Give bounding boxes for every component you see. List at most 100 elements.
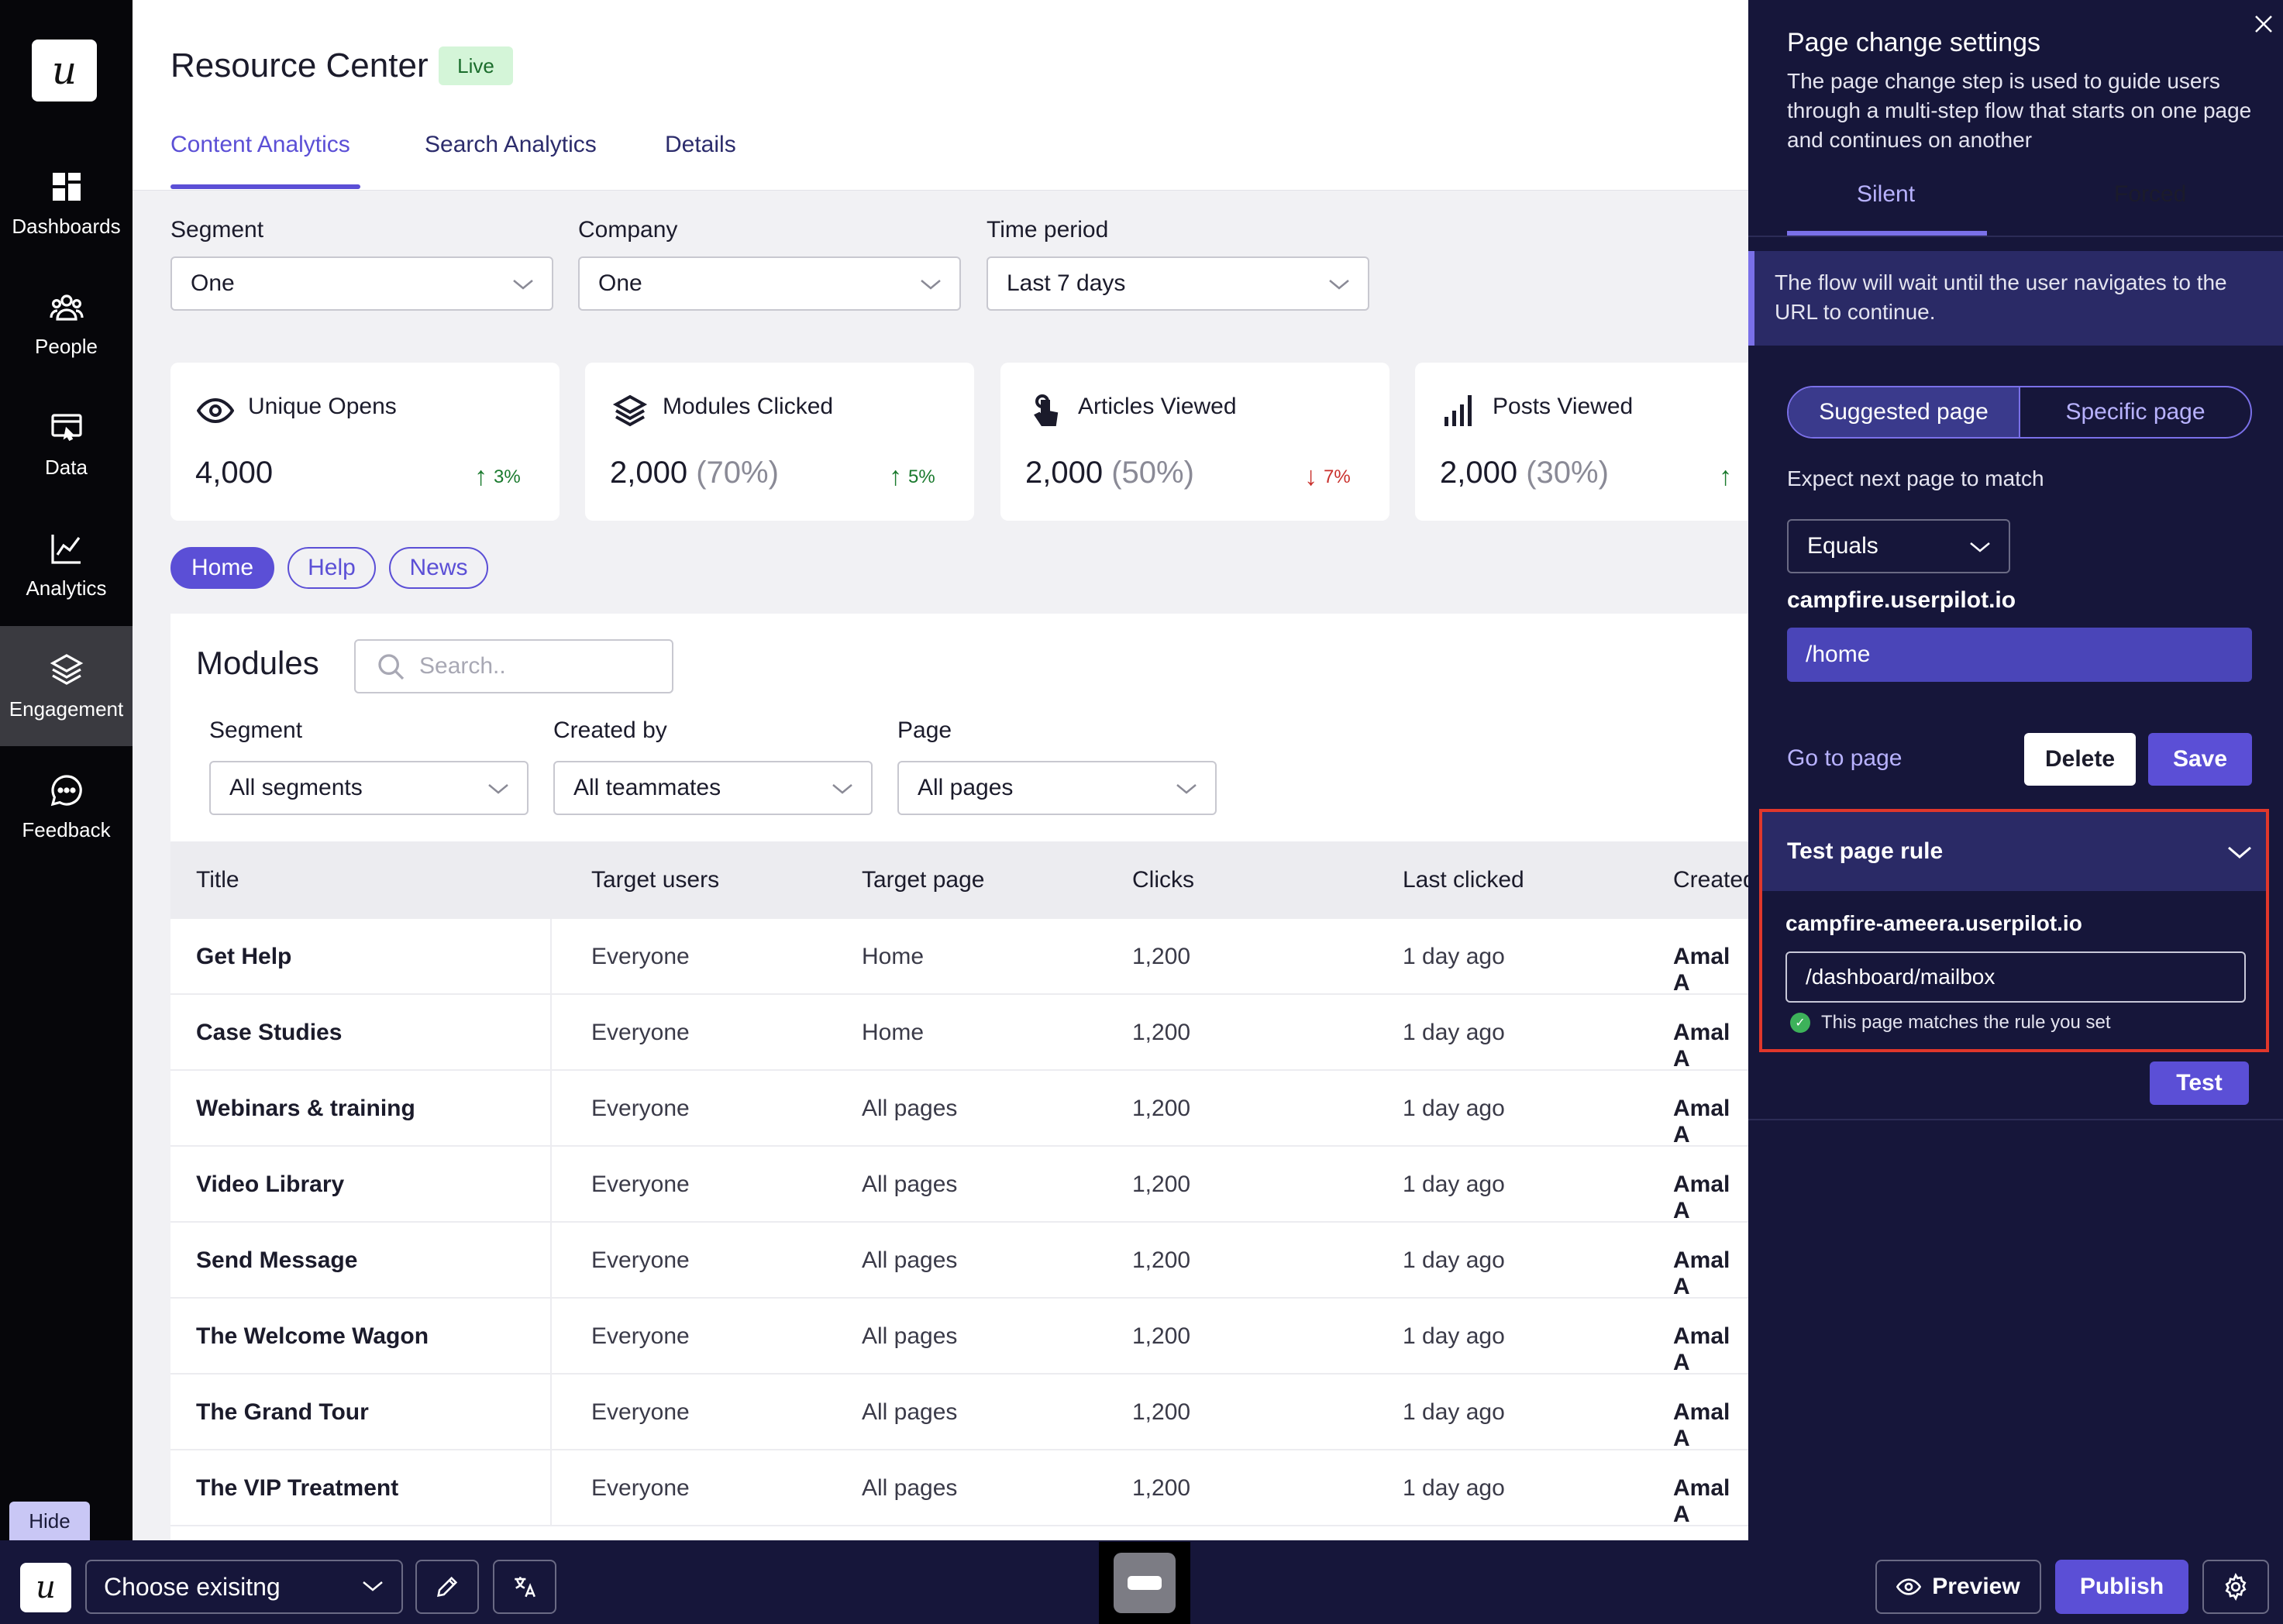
row-creator: Amal A	[1673, 1247, 1730, 1299]
stat-change: ↑	[1719, 462, 1738, 492]
go-to-page-link[interactable]: Go to page	[1787, 745, 1902, 771]
company-select[interactable]: One	[578, 256, 961, 311]
close-icon[interactable]	[2252, 12, 2275, 36]
time-period-select-value: Last 7 days	[1007, 270, 1126, 296]
column-header-last-clicked[interactable]: Last clicked	[1403, 867, 1524, 893]
test-path-input[interactable]: /dashboard/mailbox	[1785, 951, 2246, 1003]
table-row[interactable]: The Welcome Wagon Everyone All pages 1,2…	[170, 1299, 1748, 1375]
modules-created-by-label: Created by	[553, 717, 667, 743]
table-header	[170, 841, 1748, 919]
match-operator-select[interactable]: Equals	[1787, 519, 2010, 573]
pill-home[interactable]: Home	[170, 547, 274, 589]
row-title: Webinars & training	[196, 1096, 415, 1121]
modules-title: Modules	[196, 645, 319, 681]
time-period-select[interactable]: Last 7 days	[987, 256, 1369, 311]
userpilot-logo[interactable]: u	[32, 40, 97, 102]
sidebar-item-people[interactable]: People	[0, 263, 133, 384]
delete-button[interactable]: Delete	[2024, 733, 2136, 786]
sidebar-item-engagement[interactable]: Engagement	[0, 626, 133, 746]
signal-bars-icon	[1445, 395, 1472, 426]
company-filter-label: Company	[578, 217, 678, 243]
row-target-users: Everyone	[591, 1020, 690, 1045]
test-button[interactable]: Test	[2150, 1061, 2249, 1105]
settings-description: The page change step is used to guide us…	[1787, 69, 2252, 152]
modules-segment-value: All segments	[229, 775, 363, 800]
stat-value: 4,000	[195, 456, 274, 490]
chevron-down-icon	[363, 1581, 383, 1591]
row-target-users: Everyone	[591, 944, 690, 969]
table-row[interactable]: Case Studies Everyone Home 1,200 1 day a…	[170, 995, 1748, 1072]
row-clicks: 1,200	[1132, 1020, 1191, 1045]
test-result: ✓ This page matches the rule you set	[1790, 1012, 2111, 1034]
stat-value: 2,000 (70%)	[610, 456, 779, 490]
pill-news[interactable]: News	[389, 547, 488, 589]
data-icon	[50, 414, 82, 442]
sidebar-item-feedback[interactable]: Feedback	[0, 747, 133, 867]
hide-button[interactable]: Hide	[9, 1502, 90, 1540]
row-clicks: 1,200	[1132, 1399, 1191, 1425]
chevron-down-icon	[488, 784, 508, 794]
edit-button[interactable]	[415, 1560, 479, 1614]
translate-icon	[515, 1577, 535, 1598]
page-header	[133, 0, 1748, 191]
specific-page-option[interactable]: Specific page	[2065, 399, 2206, 425]
tap-icon	[1034, 394, 1059, 426]
row-title: Case Studies	[196, 1020, 343, 1045]
path-input[interactable]: /home	[1787, 628, 2252, 682]
publish-button[interactable]: Publish	[2055, 1560, 2188, 1614]
table-row[interactable]: Send Message Everyone All pages 1,200 1 …	[170, 1223, 1748, 1299]
search-icon	[378, 654, 405, 680]
layers-icon	[612, 394, 648, 427]
preview-button[interactable]: Preview	[1875, 1560, 2041, 1614]
modules-page-select[interactable]: All pages	[897, 761, 1217, 815]
column-header-created[interactable]: Created	[1673, 867, 1748, 893]
sidebar-item-dashboards[interactable]: Dashboards	[0, 143, 133, 263]
stat-title: Articles Viewed	[1078, 394, 1237, 419]
tab-content-analytics[interactable]: Content Analytics	[170, 132, 350, 157]
tab-details[interactable]: Details	[665, 132, 736, 157]
userpilot-logo[interactable]: u	[20, 1563, 71, 1612]
translate-button[interactable]	[493, 1560, 556, 1614]
row-target-users: Everyone	[591, 1399, 690, 1425]
tab-divider	[1748, 236, 2283, 237]
row-target-page: All pages	[862, 1096, 958, 1121]
analytics-icon	[50, 535, 81, 564]
tab-search-analytics[interactable]: Search Analytics	[425, 132, 597, 157]
chevron-down-icon[interactable]	[2226, 843, 2254, 862]
match-operator-value: Equals	[1807, 533, 1878, 559]
modules-created-by-select[interactable]: All teammates	[553, 761, 873, 815]
modules-segment-select[interactable]: All segments	[209, 761, 529, 815]
row-clicks: 1,200	[1132, 1172, 1191, 1197]
table-row[interactable]: Get Help Everyone Home 1,200 1 day ago A…	[170, 919, 1748, 996]
sidebar-item-analytics[interactable]: Analytics	[0, 505, 133, 625]
table-row[interactable]: The VIP Treatment Everyone All pages 1,2…	[170, 1450, 1748, 1527]
segment-filter-label: Segment	[170, 217, 264, 243]
row-creator: Amal A	[1673, 1475, 1730, 1527]
stat-card-modules-clicked: Modules Clicked 2,000 (70%) ↑ 5%	[585, 363, 974, 521]
table-row[interactable]: Video Library Everyone All pages 1,200 1…	[170, 1147, 1748, 1223]
segment-select[interactable]: One	[170, 256, 553, 311]
sidebar: u Dashboards People Data Analytics Engag…	[0, 0, 133, 1540]
column-header-target-users[interactable]: Target users	[591, 867, 720, 893]
table-row[interactable]: The Grand Tour Everyone All pages 1,200 …	[170, 1375, 1748, 1451]
choose-existing-select[interactable]: Choose exisitng	[85, 1560, 403, 1614]
save-button[interactable]: Save	[2148, 733, 2252, 786]
chevron-down-icon	[1176, 784, 1197, 794]
tab-forced[interactable]: Forced	[2114, 181, 2187, 207]
suggested-page-option[interactable]: Suggested page	[1789, 387, 2020, 437]
column-header-target-page[interactable]: Target page	[862, 867, 985, 893]
sidebar-item-data[interactable]: Data	[0, 384, 133, 504]
tab-silent[interactable]: Silent	[1857, 181, 1916, 207]
arrow-up-icon: ↑	[1719, 462, 1732, 491]
settings-button[interactable]	[2202, 1560, 2269, 1614]
test-rule-header[interactable]	[1762, 812, 2266, 891]
row-target-users: Everyone	[591, 1172, 690, 1197]
column-header-clicks[interactable]: Clicks	[1132, 867, 1194, 893]
pill-help[interactable]: Help	[288, 547, 376, 589]
row-target-page: Home	[862, 1020, 925, 1045]
toggle-view-button[interactable]	[1099, 1542, 1190, 1624]
search-input[interactable]: Search..	[354, 639, 673, 693]
column-header-title[interactable]: Title	[196, 867, 239, 893]
table-row[interactable]: Webinars & training Everyone All pages 1…	[170, 1071, 1748, 1147]
test-domain: campfire-ameera.userpilot.io	[1785, 911, 2082, 935]
